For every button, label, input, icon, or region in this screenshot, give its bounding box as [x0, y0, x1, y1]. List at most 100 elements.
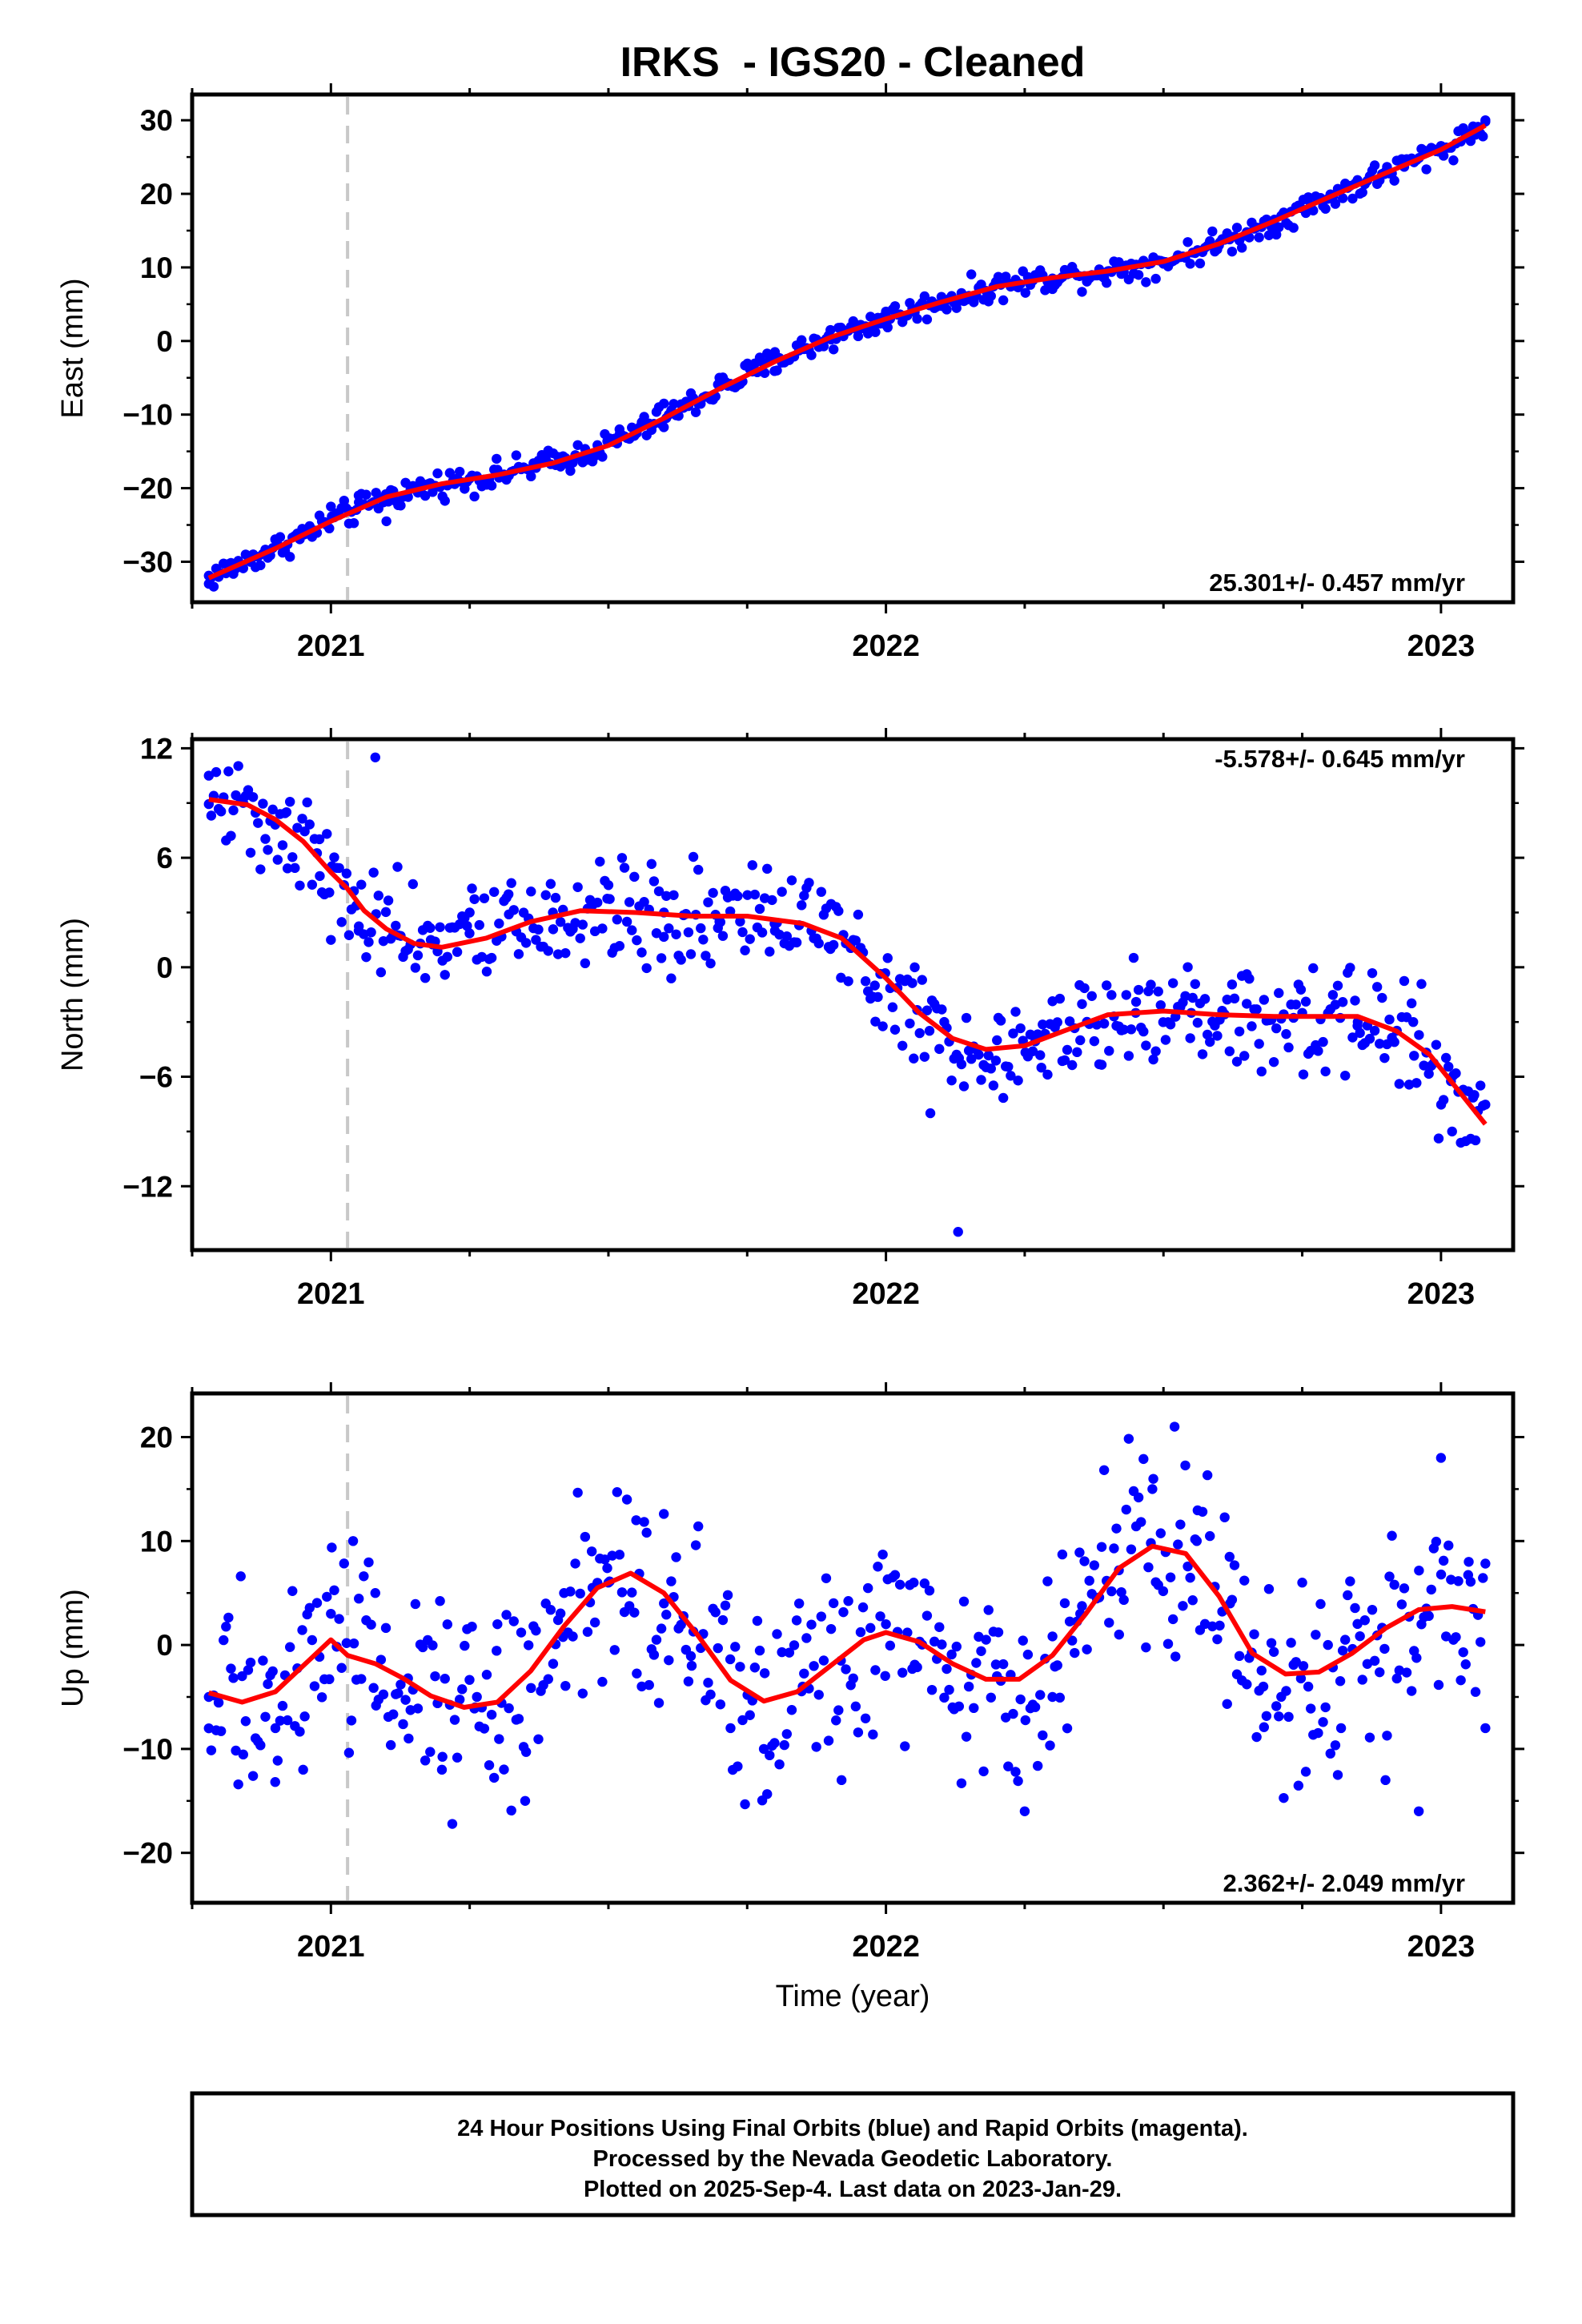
data-point — [287, 852, 298, 862]
data-point — [759, 1668, 770, 1679]
data-point — [1160, 1035, 1171, 1045]
data-point — [1239, 1051, 1250, 1061]
data-point — [791, 937, 802, 948]
data-point — [799, 1668, 809, 1679]
data-point — [572, 1487, 583, 1498]
data-point — [772, 1629, 782, 1639]
data-point — [683, 1676, 694, 1687]
data-point — [1377, 992, 1387, 1003]
data-point — [703, 897, 713, 907]
x-tick-label: 2023 — [1407, 1930, 1476, 1964]
data-point — [636, 947, 647, 958]
data-point — [1185, 1572, 1195, 1583]
data-point — [981, 1634, 991, 1645]
y-tick-label: 20 — [140, 178, 173, 211]
data-point — [942, 1663, 952, 1675]
data-point — [309, 1681, 320, 1691]
data-point — [1364, 1033, 1375, 1044]
data-point — [1042, 1576, 1053, 1586]
data-point — [1089, 1560, 1100, 1570]
data-point — [882, 322, 893, 333]
y-tick-label: −10 — [122, 1733, 173, 1766]
data-point — [504, 1703, 514, 1714]
data-point — [597, 1676, 608, 1687]
data-point — [1150, 1046, 1161, 1056]
data-point — [1109, 1543, 1119, 1554]
data-point — [1364, 1732, 1375, 1743]
data-point — [1295, 984, 1307, 995]
data-point — [1411, 1078, 1422, 1088]
data-point — [326, 501, 336, 512]
data-point — [1357, 1675, 1367, 1685]
data-point — [1367, 967, 1378, 979]
data-point — [1054, 993, 1066, 1004]
data-point — [560, 1680, 571, 1691]
data-point — [237, 1671, 247, 1682]
data-point — [1104, 1046, 1114, 1056]
data-point — [1020, 287, 1031, 298]
data-point — [1254, 1039, 1264, 1049]
data-point — [1389, 1037, 1399, 1047]
data-point — [632, 935, 642, 946]
data-point — [575, 933, 585, 943]
data-point — [616, 1587, 628, 1598]
data-point — [1059, 1598, 1070, 1609]
data-point — [442, 1619, 453, 1630]
data-point — [784, 1647, 795, 1658]
data-point — [737, 1715, 748, 1726]
data-point — [255, 560, 266, 571]
data-point — [410, 1598, 421, 1610]
data-point — [828, 1598, 839, 1609]
velocity-label: -5.578+/- 0.645 mm/yr — [1215, 745, 1465, 773]
data-point — [848, 316, 858, 327]
data-point — [1475, 1637, 1486, 1647]
data-point — [639, 1517, 649, 1527]
data-point — [696, 923, 706, 934]
data-point — [284, 1642, 295, 1652]
data-point — [1118, 1024, 1129, 1035]
data-point — [1035, 1690, 1046, 1700]
data-point — [494, 919, 504, 929]
data-point — [1340, 1070, 1351, 1081]
data-point — [425, 923, 436, 933]
data-point — [543, 946, 553, 956]
data-point — [1187, 1595, 1198, 1606]
data-point — [986, 291, 996, 301]
data-point — [1234, 1651, 1245, 1662]
data-point — [255, 864, 266, 875]
data-point — [1320, 203, 1331, 214]
data-point — [862, 1582, 873, 1594]
data-point — [1409, 1051, 1419, 1061]
data-point — [215, 806, 227, 817]
data-point — [1359, 1615, 1370, 1626]
data-point — [1426, 1584, 1436, 1595]
data-point — [664, 923, 674, 934]
data-point — [627, 1587, 637, 1598]
data-point — [516, 1627, 527, 1638]
data-point — [1391, 1673, 1402, 1684]
data-point — [737, 927, 748, 938]
data-point — [1072, 1047, 1082, 1058]
data-point — [1114, 1629, 1124, 1640]
data-point — [393, 1688, 404, 1699]
data-point — [889, 301, 901, 312]
data-point — [658, 931, 669, 943]
data-point — [454, 466, 465, 477]
data-point — [440, 1674, 450, 1684]
data-point — [370, 752, 380, 762]
data-point — [1438, 151, 1449, 161]
data-point — [1384, 1014, 1395, 1025]
data-point — [258, 798, 268, 809]
data-point — [777, 1647, 787, 1658]
data-point — [877, 1021, 888, 1031]
data-point — [595, 856, 605, 867]
data-point — [786, 875, 797, 886]
data-point — [1448, 155, 1459, 166]
data-point — [307, 879, 318, 890]
data-point — [430, 1671, 440, 1682]
data-point — [671, 1552, 681, 1562]
data-point — [263, 845, 273, 855]
data-point — [460, 913, 470, 923]
data-point — [1098, 1465, 1110, 1475]
data-point — [676, 1619, 686, 1630]
